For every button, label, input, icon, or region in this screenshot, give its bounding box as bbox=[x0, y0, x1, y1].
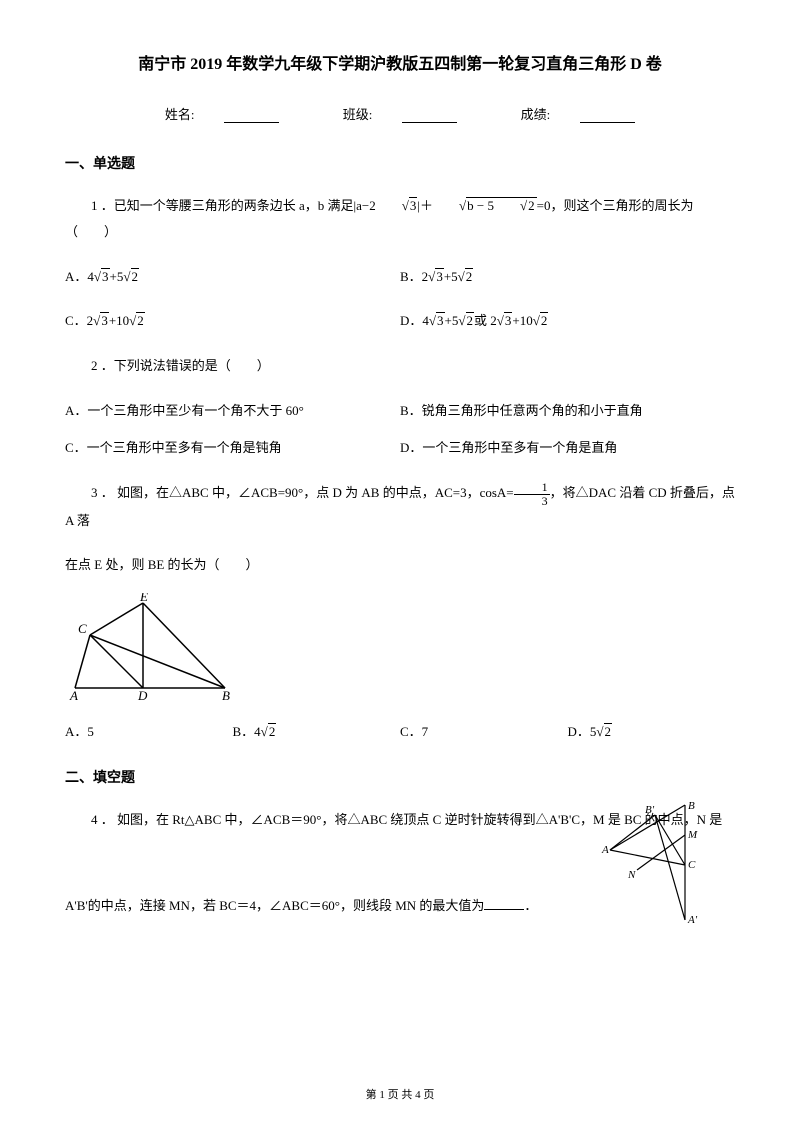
svg-text:E: E bbox=[139, 593, 148, 604]
section1-header: 一、单选题 bbox=[65, 153, 735, 173]
q2-options: A．一个三角形中至少有一个角不大于 60° B．锐角三角形中任意两个角的和小于直… bbox=[65, 397, 735, 462]
svg-text:B': B' bbox=[645, 804, 655, 816]
svg-text:B: B bbox=[688, 800, 695, 812]
q3-optD: D．52 bbox=[568, 718, 736, 747]
q1-optD: D．43+52或 23+102 bbox=[400, 307, 735, 336]
name-label: 姓名: bbox=[150, 107, 295, 122]
q3-optC: C．7 bbox=[400, 718, 568, 747]
q2-optB: B．锐角三角形中任意两个角的和小于直角 bbox=[400, 397, 735, 426]
q1-optB: B．23+52 bbox=[400, 263, 735, 292]
svg-text:A': A' bbox=[687, 914, 698, 925]
class-label: 班级: bbox=[328, 107, 473, 122]
q4-figure: A B C B' A' M N bbox=[600, 795, 715, 929]
q1-optA: A．43+52 bbox=[65, 263, 400, 292]
q3-figure: A D B C E bbox=[65, 593, 735, 703]
section2-header: 二、填空题 bbox=[65, 767, 735, 787]
q2-optA: A．一个三角形中至少有一个角不大于 60° bbox=[65, 397, 400, 426]
q2-optC: C．一个三角形中至多有一个角是钝角 bbox=[65, 434, 400, 463]
q2-optD: D．一个三角形中至多有一个角是直角 bbox=[400, 434, 735, 463]
q1-optC: C．23+102 bbox=[65, 307, 400, 336]
q1-options: A．43+52 B．23+52 C．23+102 D．43+52或 23+102 bbox=[65, 263, 735, 335]
svg-text:N: N bbox=[627, 869, 636, 881]
score-label: 成绩: bbox=[506, 107, 651, 122]
svg-text:C: C bbox=[688, 859, 696, 871]
question-3: 3 ． 如图，在△ABC 中，∠ACB=90°，点 D 为 AB 的中点，AC=… bbox=[65, 480, 735, 534]
page-title: 南宁市 2019 年数学九年级下学期沪教版五四制第一轮复习直角三角形 D 卷 bbox=[65, 50, 735, 74]
info-line: 姓名: 班级: 成绩: bbox=[65, 104, 735, 123]
q3-optA: A．5 bbox=[65, 718, 233, 747]
question-3-line2: 在点 E 处，则 BE 的长为（ ） bbox=[65, 552, 735, 578]
question-2: 2 ．下列说法错误的是（ ） bbox=[65, 353, 735, 379]
page-footer: 第 1 页 共 4 页 bbox=[0, 1086, 800, 1102]
svg-text:D: D bbox=[137, 688, 148, 703]
q3-optB: B．42 bbox=[233, 718, 401, 747]
svg-text:A: A bbox=[601, 844, 609, 856]
question-1: 1 ．已知一个等腰三角形的两条边长 a，b 满足|a−23|＋b − 52=0，… bbox=[65, 193, 735, 245]
q3-options: A．5 B．42 C．7 D．52 bbox=[65, 718, 735, 747]
svg-text:B: B bbox=[222, 688, 230, 703]
svg-text:M: M bbox=[687, 829, 698, 841]
svg-text:C: C bbox=[78, 621, 87, 636]
svg-text:A: A bbox=[69, 688, 78, 703]
